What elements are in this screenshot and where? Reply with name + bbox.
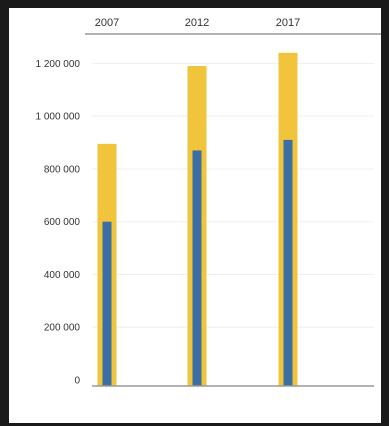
y-tick-label: 1 200 000 (36, 59, 81, 70)
x-tick-label: 2012 (185, 17, 209, 29)
x-axis-labels: 2007 2012 2017 (95, 17, 300, 29)
inner-bar-2017 (283, 139, 293, 386)
y-tick-label: 200 000 (44, 323, 81, 334)
bars (97, 52, 298, 387)
y-tick-label: 800 000 (44, 164, 81, 175)
y-axis-ticks: 0 200 000 400 000 600 000 800 000 1 000 000 1 … (36, 59, 81, 387)
y-tick-label: 0 (74, 376, 80, 387)
inner-bar-2012 (192, 150, 202, 386)
y-tick-label: 400 000 (44, 270, 81, 281)
y-tick-label: 1 000 000 (36, 112, 81, 123)
gridlines (92, 62, 374, 328)
x-tick-label: 2017 (276, 17, 300, 29)
inner-bar-2007 (102, 221, 112, 386)
x-tick-label: 2007 (95, 17, 119, 29)
y-tick-label: 600 000 (44, 217, 81, 228)
